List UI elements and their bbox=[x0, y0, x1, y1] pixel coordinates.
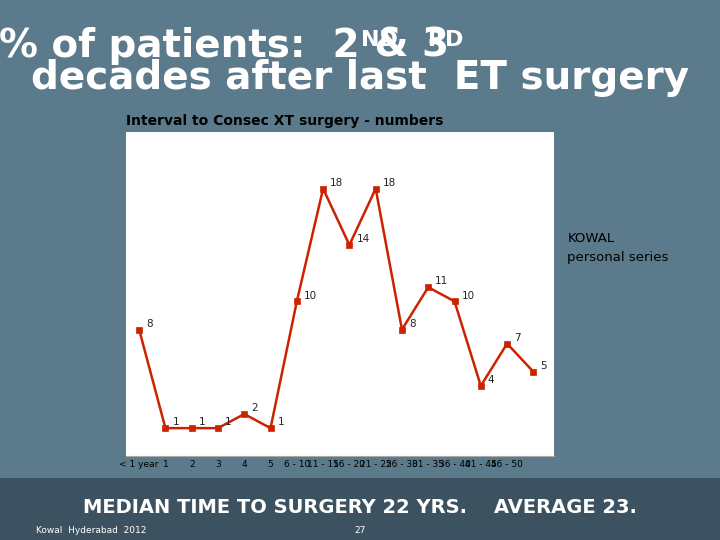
Text: & 3: & 3 bbox=[361, 26, 449, 65]
Text: Kowal  Hyderabad  2012: Kowal Hyderabad 2012 bbox=[36, 526, 146, 535]
Text: RD: RD bbox=[428, 30, 464, 50]
Text: Interval to Consec XT surgery - numbers: Interval to Consec XT surgery - numbers bbox=[126, 114, 444, 129]
Text: 8: 8 bbox=[146, 319, 153, 329]
Text: 14: 14 bbox=[356, 234, 369, 244]
Text: 10: 10 bbox=[304, 291, 317, 301]
Text: KOWAL
personal series: KOWAL personal series bbox=[567, 232, 669, 265]
Text: 10: 10 bbox=[462, 291, 474, 301]
Text: ND: ND bbox=[361, 30, 398, 50]
Text: 1: 1 bbox=[199, 417, 205, 427]
Text: 2: 2 bbox=[251, 403, 258, 413]
Text: 1: 1 bbox=[172, 417, 179, 427]
Text: 18: 18 bbox=[382, 178, 396, 188]
Text: 18: 18 bbox=[330, 178, 343, 188]
Text: MEDIAN TIME TO SURGERY 22 YRS.    AVERAGE 23.: MEDIAN TIME TO SURGERY 22 YRS. AVERAGE 2… bbox=[83, 498, 637, 517]
Text: 5: 5 bbox=[540, 361, 547, 371]
Text: 27: 27 bbox=[354, 526, 366, 535]
Text: 1: 1 bbox=[277, 417, 284, 427]
Text: 7: 7 bbox=[514, 333, 521, 343]
Text: 50% of patients:  2: 50% of patients: 2 bbox=[0, 26, 360, 65]
Text: 4: 4 bbox=[487, 375, 495, 385]
Text: 11: 11 bbox=[435, 276, 449, 287]
Text: 1: 1 bbox=[225, 417, 232, 427]
Text: 8: 8 bbox=[409, 319, 415, 329]
Text: decades after last  ET surgery: decades after last ET surgery bbox=[31, 59, 689, 97]
